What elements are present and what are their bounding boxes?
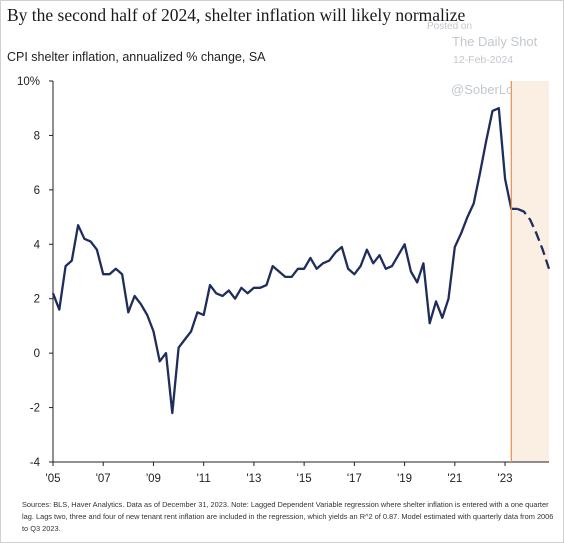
x-tick-label: '15 — [297, 473, 312, 485]
chart-title: By the second half of 2024, shelter infl… — [7, 5, 466, 25]
forecast-series-line — [517, 207, 551, 270]
watermark-site: The Daily Shot — [452, 34, 538, 49]
y-tick-label: 10% — [17, 76, 40, 88]
x-tick-label: '09 — [146, 473, 161, 485]
y-tick-label: 8 — [34, 130, 40, 142]
x-tick-label: '07 — [96, 473, 111, 485]
chart-axes: -4 -2 0 2 4 6 8 10% '05 '07 '09 '11 '13 '15 '17 '19 '21 '… — [17, 76, 549, 485]
y-tick-label: -2 — [30, 403, 40, 415]
watermark-date: 12-Feb-2024 — [453, 54, 514, 66]
y-tick-label: 0 — [34, 348, 40, 360]
x-tick-label: '11 — [197, 473, 211, 485]
x-tick-label: '05 — [46, 473, 61, 485]
y-tick-label: 6 — [34, 185, 40, 197]
y-tick-label: -4 — [30, 457, 41, 469]
y-tick-label: 2 — [34, 294, 40, 306]
y-tick-label: 4 — [34, 239, 41, 251]
actual-series-line — [51, 107, 518, 415]
chart-subtitle: CPI shelter inflation, annualized % chan… — [7, 50, 266, 64]
x-tick-label: '21 — [447, 473, 462, 485]
forecast-shade — [511, 81, 549, 462]
watermark-handle: @SoberLook — [451, 82, 528, 97]
watermark-posted-on: Posted on — [427, 21, 473, 32]
x-tick-label: '23 — [498, 473, 513, 485]
chart-series — [51, 107, 551, 415]
x-tick-label: '19 — [397, 473, 412, 485]
x-tick-label: '17 — [347, 473, 362, 485]
source-note: Sources: BLS, Haver Analytics. Data as o… — [22, 500, 554, 533]
x-tick-label: '13 — [246, 473, 261, 485]
